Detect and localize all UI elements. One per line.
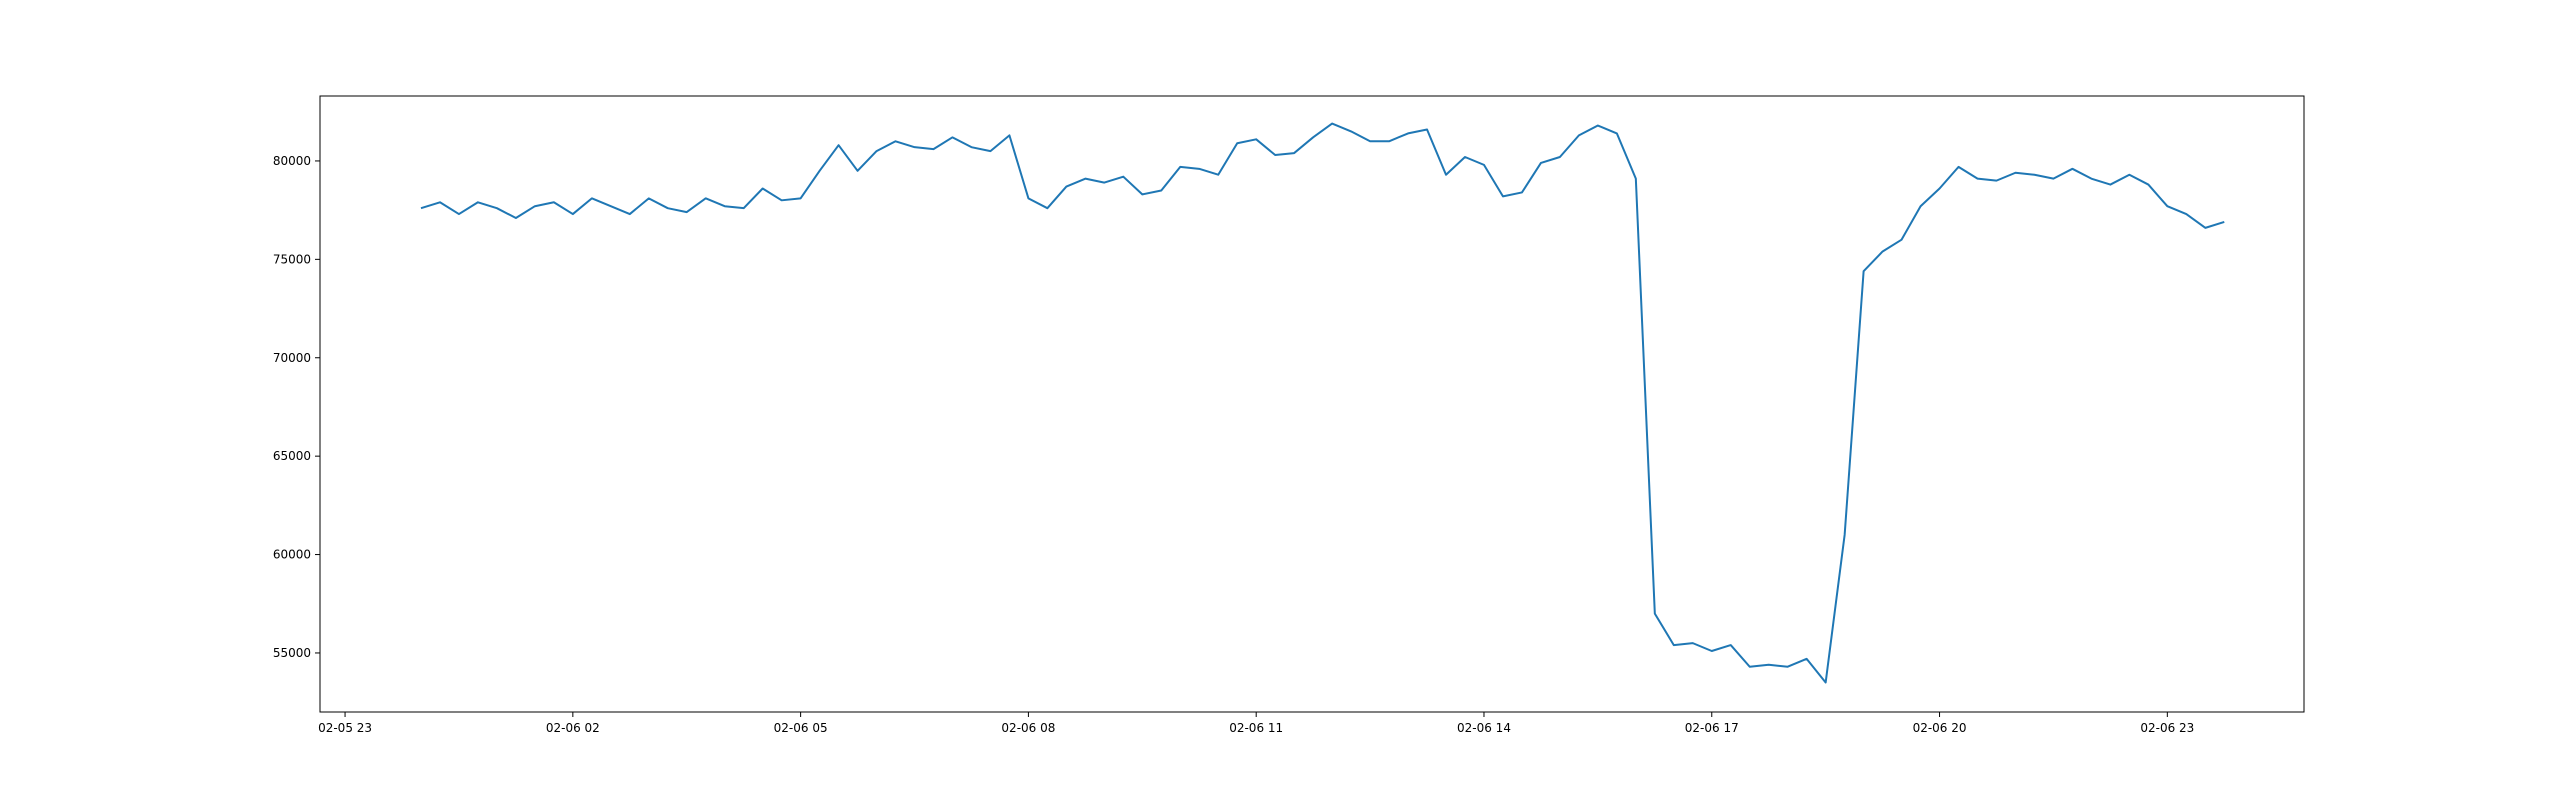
x-tick-label: 02-06 08 bbox=[1001, 721, 1055, 735]
x-tick-label: 02-06 23 bbox=[2140, 721, 2194, 735]
x-tick-label: 02-06 05 bbox=[774, 721, 828, 735]
y-axis-ticks: 55000 60000 65000 70000 75000 80000 bbox=[273, 154, 320, 660]
plot-background bbox=[320, 96, 2304, 712]
x-tick-label: 02-06 17 bbox=[1685, 721, 1739, 735]
y-tick-label: 60000 bbox=[273, 548, 311, 562]
y-tick-label: 80000 bbox=[273, 154, 311, 168]
x-axis-ticks: 02-05 23 02-06 02 02-06 05 02-06 08 02-06 11… bbox=[318, 712, 2194, 735]
x-tick-label: 02-06 20 bbox=[1913, 721, 1967, 735]
x-tick-label: 02-06 02 bbox=[546, 721, 600, 735]
series-group bbox=[420, 122, 2225, 684]
y-tick-label: 65000 bbox=[273, 449, 311, 463]
y-tick-label: 70000 bbox=[273, 351, 311, 365]
x-tick-label: 02-06 14 bbox=[1457, 721, 1511, 735]
x-tick-label: 02-06 11 bbox=[1229, 721, 1283, 735]
plot-frame bbox=[319, 95, 2305, 713]
x-tick-label: 02-05 23 bbox=[318, 721, 372, 735]
series-line bbox=[420, 122, 2225, 684]
y-tick-label: 55000 bbox=[273, 646, 311, 660]
y-tick-label: 75000 bbox=[273, 252, 311, 266]
